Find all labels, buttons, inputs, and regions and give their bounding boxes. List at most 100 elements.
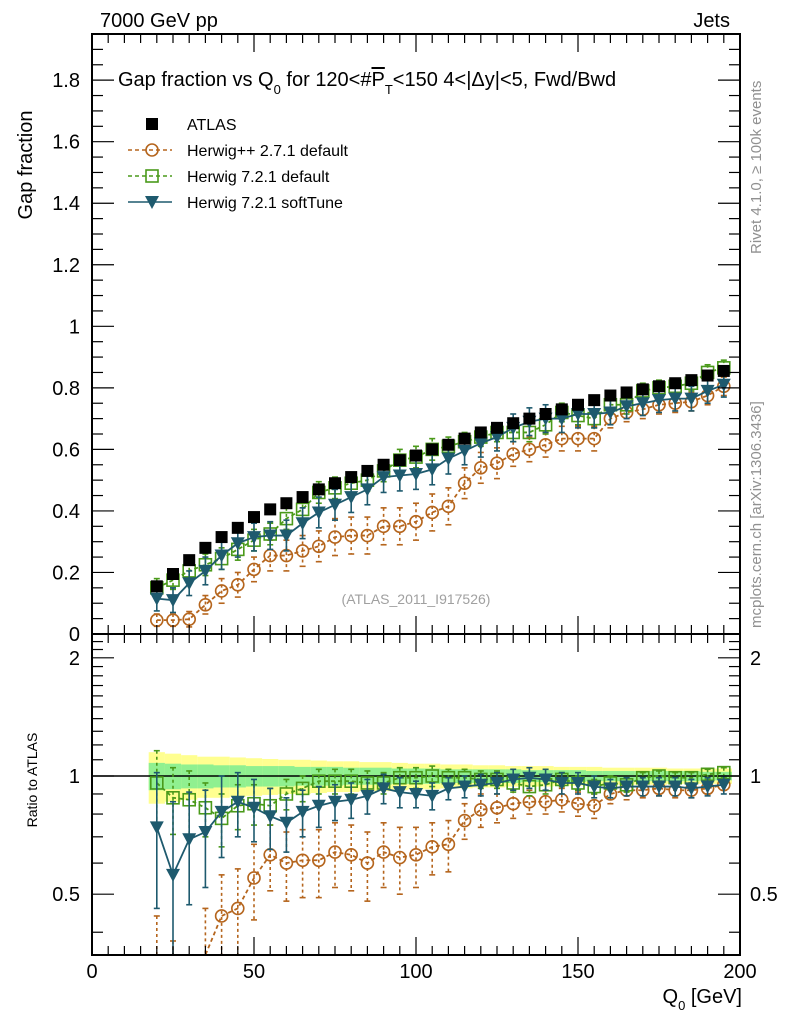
analysis-watermark: (ATLAS_2011_I917526) xyxy=(342,591,491,607)
ratio-data-point xyxy=(587,780,602,794)
main-data-point xyxy=(635,397,650,411)
main-plot-marks xyxy=(149,359,731,628)
main-series-line xyxy=(156,383,725,602)
main-data-point xyxy=(588,394,601,407)
main-data-point xyxy=(653,380,665,393)
ratio-y-tick-label: 1 xyxy=(69,766,80,788)
main-data-point xyxy=(311,506,326,520)
ratio-data-point xyxy=(376,782,391,796)
title-part: <150 4<|Δy|<5, Fwd/Bwd xyxy=(393,69,616,91)
main-axes: 0 0.2 0.4 0.6 0.8 1 1.2 1.4 1.6 1.8 xyxy=(52,34,741,646)
ratio-data-point xyxy=(473,803,488,817)
x-tick-label: 50 xyxy=(243,961,265,983)
x-label-sub: 0 xyxy=(678,998,685,1013)
y-tick-label: 1.2 xyxy=(52,255,80,277)
ratio-data-point xyxy=(635,780,650,794)
y-tick-label: 0.2 xyxy=(52,562,80,584)
main-data-point xyxy=(344,528,359,543)
ratio-y-tick-label-right: 0.5 xyxy=(750,884,778,906)
main-data-point xyxy=(392,519,407,534)
ratio-data-point xyxy=(425,789,440,803)
mcplots-label: mcplots.cern.ch [arXiv:1306.3436] xyxy=(748,401,765,628)
ratio-data-point xyxy=(571,776,585,790)
legend-item: Herwig 7.2.1 default xyxy=(128,169,330,186)
ratio-data-point xyxy=(506,796,521,811)
ratio-data-point xyxy=(425,840,440,854)
ratio-data-point xyxy=(700,780,715,794)
ratio-data-point xyxy=(571,796,585,811)
ratio-data-point xyxy=(247,871,261,885)
main-data-point xyxy=(345,471,358,484)
main-data-point xyxy=(538,437,553,452)
main-data-point xyxy=(426,443,439,456)
ratio-data-point xyxy=(360,789,375,803)
ratio-data-point xyxy=(652,780,666,794)
main-data-point xyxy=(198,597,213,612)
x-tick-label: 0 xyxy=(86,961,97,983)
main-series-herwig-7-2-1-softtune xyxy=(149,371,731,614)
legend-circle-icon xyxy=(145,143,159,157)
title-part: for 120<# xyxy=(281,69,373,91)
ratio-data-point xyxy=(554,776,569,790)
ratio-data-point xyxy=(166,868,180,882)
main-data-point xyxy=(619,400,634,414)
main-data-point xyxy=(571,408,585,421)
main-data-point xyxy=(701,369,714,382)
ratio-data-point xyxy=(344,847,359,862)
main-data-point xyxy=(473,461,488,475)
ratio-data-point xyxy=(344,793,359,807)
main-data-point xyxy=(409,514,423,529)
ratio-data-point xyxy=(263,810,278,824)
main-data-point xyxy=(506,447,521,461)
ratio-data-point xyxy=(409,787,423,801)
main-series-atlas xyxy=(150,364,730,593)
ratio-plot-marks xyxy=(92,749,740,956)
main-data-point xyxy=(311,539,326,554)
main-data-point xyxy=(441,499,456,514)
ratio-data-point xyxy=(490,776,504,790)
main-data-point xyxy=(522,442,537,457)
main-data-point xyxy=(669,377,682,390)
main-data-point xyxy=(717,364,730,377)
legend-triangle-icon xyxy=(145,196,159,209)
ratio-data-point xyxy=(392,850,407,865)
main-data-point xyxy=(425,505,440,520)
main-data-point xyxy=(587,408,602,421)
main-data-point xyxy=(183,554,196,567)
main-data-point xyxy=(360,483,375,497)
main-data-point xyxy=(491,421,503,434)
main-data-point xyxy=(280,497,293,510)
ratio-y-tick-label: 2 xyxy=(69,648,80,670)
title-part: Gap fraction vs Q xyxy=(118,69,274,91)
main-data-point xyxy=(376,471,391,485)
ratio-data-point xyxy=(587,798,602,813)
ratio-data-point xyxy=(149,821,164,835)
main-data-point xyxy=(247,562,261,577)
ratio-data-point xyxy=(214,805,229,819)
main-data-point xyxy=(409,468,423,481)
main-data-point xyxy=(392,469,407,483)
title-pt: P xyxy=(371,69,384,91)
legend-label: Herwig++ 2.7.1 default xyxy=(187,143,349,160)
main-data-point xyxy=(458,432,471,445)
main-data-point xyxy=(457,476,472,491)
main-data-point xyxy=(312,483,325,496)
main-data-point xyxy=(604,389,617,402)
main-data-point xyxy=(344,491,359,505)
main-data-point xyxy=(215,531,228,544)
ratio-data-point xyxy=(619,780,634,794)
main-data-point xyxy=(555,403,568,416)
main-data-point xyxy=(328,498,342,512)
ratio-data-point xyxy=(360,856,375,870)
main-data-point xyxy=(668,392,683,406)
legend: ATLAS Herwig++ 2.7.1 default Herwig 7.2.1 … xyxy=(128,117,349,212)
ratio-data-point xyxy=(457,813,472,828)
legend-square-icon xyxy=(146,118,158,130)
ratio-data-point xyxy=(603,782,618,796)
ratio-data-point xyxy=(279,816,294,830)
ratio-data-point xyxy=(522,771,537,785)
ratio-data-point xyxy=(328,795,342,809)
main-data-point xyxy=(231,577,245,592)
main-data-point xyxy=(716,378,731,392)
